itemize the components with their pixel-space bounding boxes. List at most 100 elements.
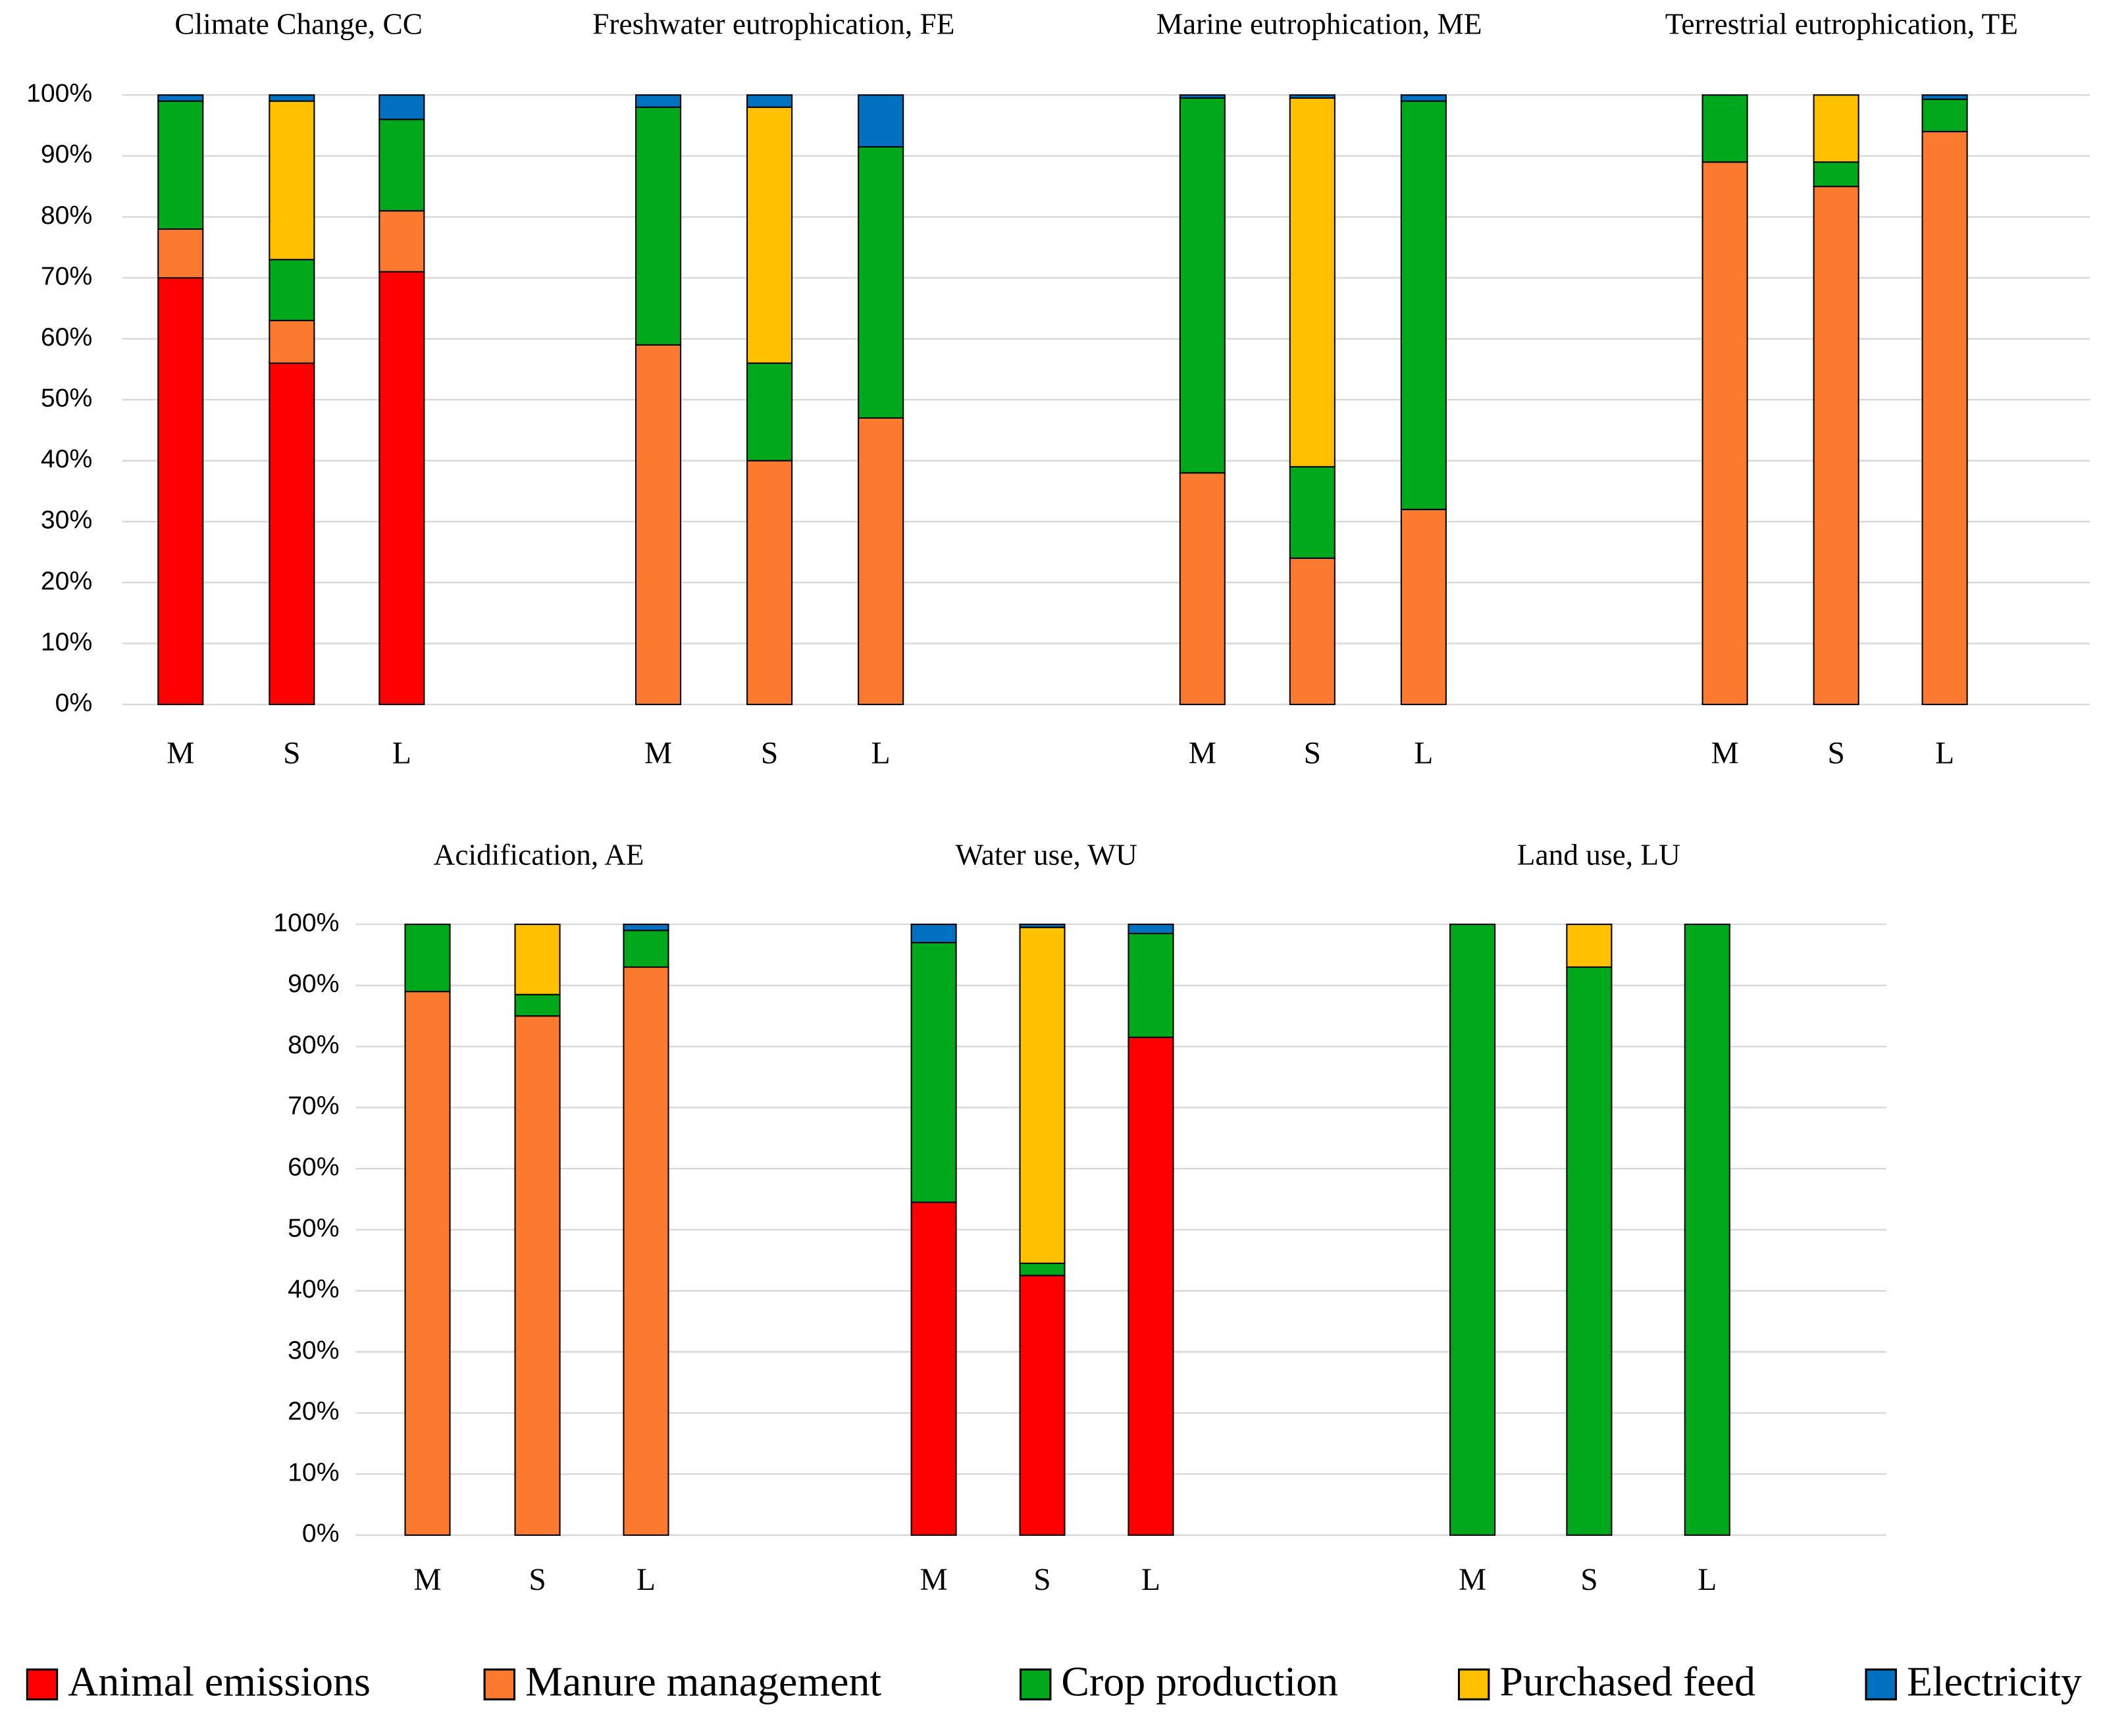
- panel-title: Land use, LU: [1517, 838, 1680, 871]
- bar-segment: [269, 362, 315, 706]
- y-tick-label: 30%: [41, 506, 92, 535]
- bar-segment: [157, 94, 204, 102]
- bar-segment: [1019, 926, 1066, 1265]
- x-tick-label: S: [529, 1563, 546, 1597]
- bar-segment: [1289, 557, 1336, 706]
- bar-segment: [1400, 94, 1447, 102]
- x-tick-label: L: [1698, 1563, 1717, 1597]
- y-tick-label: 10%: [41, 628, 92, 656]
- y-tick-label: 90%: [288, 970, 339, 998]
- bar-segment: [1400, 100, 1447, 510]
- y-tick-label: 40%: [288, 1275, 339, 1303]
- x-tick-label: M: [644, 736, 672, 770]
- x-tick-label: M: [1711, 736, 1739, 770]
- bar-segment: [1813, 94, 1859, 163]
- bar-segment: [1019, 1262, 1066, 1276]
- x-tick-label: S: [1304, 736, 1321, 770]
- bar-segment: [1128, 1036, 1174, 1536]
- bar-segment: [635, 94, 682, 108]
- bar-segment: [623, 930, 669, 968]
- bar-segment: [269, 319, 315, 364]
- bar-segment: [1128, 932, 1174, 1038]
- x-tick-label: S: [283, 736, 300, 770]
- bar-segment: [746, 362, 793, 461]
- x-tick-label: M: [920, 1563, 947, 1597]
- bar-segment: [1289, 94, 1336, 99]
- bar-segment: [1701, 161, 1748, 706]
- bar-segment: [1128, 924, 1174, 935]
- bar-segment: [157, 100, 204, 230]
- y-tick-label: 70%: [41, 262, 92, 290]
- bar-segment: [1921, 130, 1968, 706]
- bar-segment: [623, 966, 669, 1536]
- panel-title: Acidification, AE: [434, 838, 644, 871]
- x-tick-label: L: [871, 736, 891, 770]
- y-tick-label: 20%: [41, 567, 92, 595]
- x-tick-label: M: [167, 736, 194, 770]
- y-tick-label: 100%: [26, 80, 92, 108]
- bar-segment: [746, 94, 793, 108]
- x-tick-label: S: [1827, 736, 1844, 770]
- bar-segment: [514, 993, 561, 1017]
- bar-segment: [404, 991, 451, 1536]
- y-tick-label: 50%: [41, 384, 92, 413]
- x-tick-label: S: [1033, 1563, 1051, 1597]
- bar-segment: [858, 145, 904, 419]
- bar-segment: [1701, 94, 1748, 163]
- bar-segment: [635, 106, 682, 346]
- bar-segment: [858, 94, 904, 148]
- legend-label: Purchased feed: [1499, 1658, 1755, 1704]
- bar-segment: [623, 924, 669, 932]
- bar-segment: [1400, 508, 1447, 706]
- bar-segment: [1289, 465, 1336, 559]
- bar-segment: [1813, 161, 1859, 188]
- bar-segment: [1019, 1275, 1066, 1536]
- bar-segment: [269, 100, 315, 261]
- bar-segment: [1449, 924, 1496, 1536]
- bar-segment: [910, 924, 957, 943]
- bar-segment: [378, 94, 425, 120]
- legend-swatch: [483, 1668, 516, 1700]
- bar-segment: [635, 344, 682, 706]
- bar-segment: [269, 259, 315, 321]
- x-tick-label: M: [1189, 736, 1216, 770]
- panel-title: Climate Change, CC: [174, 8, 423, 41]
- bar-segment: [404, 924, 451, 993]
- y-tick-label: 40%: [41, 445, 92, 473]
- bar-segment: [858, 417, 904, 706]
- bar-segment: [1179, 472, 1226, 706]
- bar-segment: [910, 1201, 957, 1536]
- y-tick-label: 80%: [288, 1031, 339, 1059]
- bar-segment: [1566, 924, 1613, 968]
- bar-segment: [378, 118, 425, 212]
- y-tick-label: 20%: [288, 1398, 339, 1426]
- y-tick-label: 60%: [41, 323, 92, 352]
- x-tick-label: L: [1935, 736, 1954, 770]
- panel-title: Freshwater eutrophication, FE: [592, 8, 954, 41]
- y-tick-label: 90%: [41, 140, 92, 169]
- y-tick-label: 0%: [302, 1519, 340, 1548]
- bar-segment: [157, 277, 204, 706]
- panel-title: Terrestrial eutrophication, TE: [1665, 8, 2018, 41]
- bar-segment: [378, 210, 425, 273]
- bar-segment: [1566, 966, 1613, 1536]
- y-tick-label: 60%: [288, 1153, 339, 1182]
- bar-segment: [1921, 98, 1968, 132]
- y-tick-label: 100%: [273, 908, 339, 937]
- x-tick-label: L: [392, 736, 411, 770]
- panel-title: Marine eutrophication, ME: [1156, 8, 1482, 41]
- bar-segment: [1684, 924, 1730, 1536]
- panel-title: Water use, WU: [956, 838, 1137, 871]
- legend-label: Crop production: [1061, 1658, 1338, 1704]
- bar-segment: [269, 94, 315, 102]
- y-tick-label: 10%: [288, 1458, 339, 1486]
- x-tick-label: L: [636, 1563, 656, 1597]
- legend-swatch: [26, 1668, 59, 1700]
- legend-label: Manure management: [525, 1658, 881, 1704]
- legend-label: Electricity: [1907, 1658, 2082, 1704]
- bar-segment: [1179, 94, 1226, 99]
- bar-segment: [514, 924, 561, 995]
- x-tick-label: L: [1141, 1563, 1160, 1597]
